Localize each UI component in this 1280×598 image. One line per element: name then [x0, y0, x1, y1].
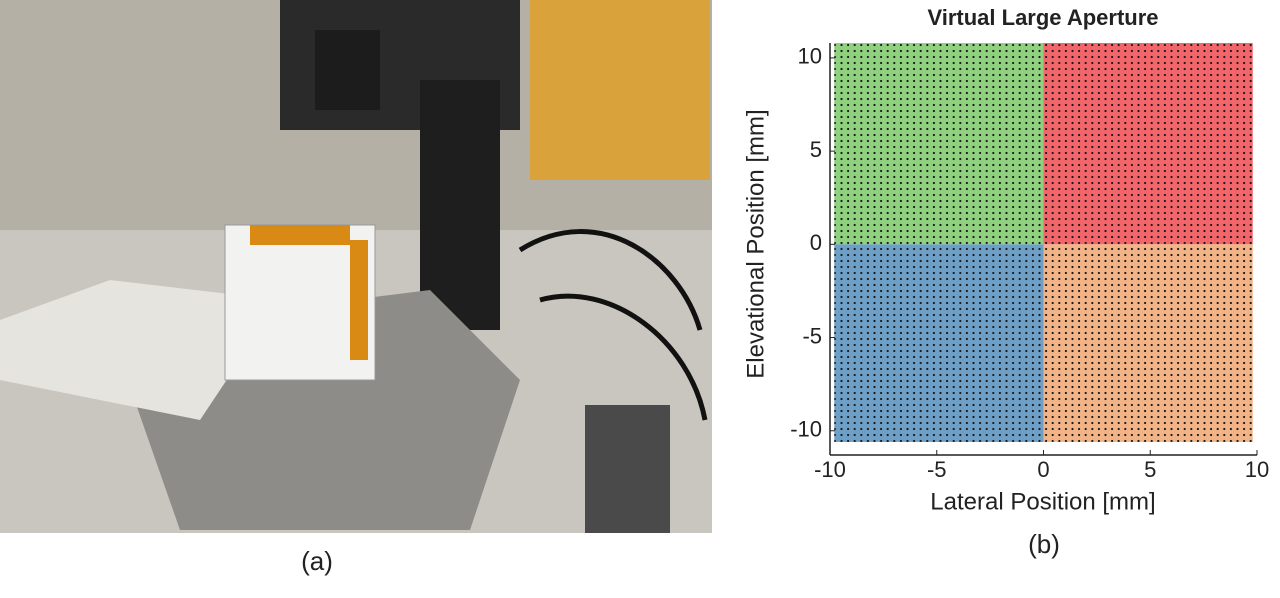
y-tick-label: -10 — [790, 417, 822, 442]
x-axis-label: Lateral Position [mm] — [930, 488, 1155, 515]
y-tick-label: 5 — [810, 137, 822, 162]
y-tick-label: -5 — [802, 323, 822, 348]
element-dots — [834, 43, 1044, 245]
caption: (a) — [301, 546, 333, 576]
element-dots — [1043, 43, 1253, 245]
y-tick-label: 10 — [798, 44, 822, 69]
x-tick-label: -10 — [814, 457, 846, 482]
x-tick-label: 0 — [1037, 457, 1049, 482]
y-axis-label: Elevational Position [mm] — [742, 109, 769, 378]
y-tick-label: 0 — [810, 230, 822, 255]
element-dots — [834, 244, 1044, 442]
photo — [0, 0, 712, 533]
caption: (b) — [1028, 529, 1060, 559]
x-tick-label: -5 — [927, 457, 947, 482]
x-tick-label: 10 — [1245, 457, 1269, 482]
chart-title: Virtual Large Aperture — [927, 5, 1158, 30]
element-dots — [1043, 244, 1253, 442]
x-tick-label: 5 — [1144, 457, 1156, 482]
